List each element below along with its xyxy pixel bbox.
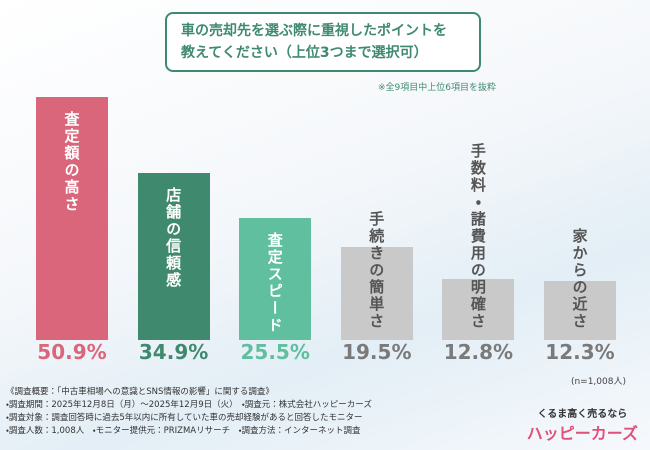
bar: [340, 246, 413, 340]
value-label: 34.9%: [138, 340, 209, 364]
bar: [239, 218, 312, 340]
survey-line: ・調査対象：調査回答時に過去5年以内に所有していた車の売却経験があると回答したモ…: [6, 413, 363, 423]
title-line: 教えてください（上位3つまで選択可）: [181, 45, 428, 61]
value-label: 25.5%: [240, 340, 310, 364]
survey: 《調査概要：「中古車相場への意識とSNS情報の影響」に関する調査》 ・調査期間：…: [6, 386, 372, 438]
logo-tagline: くるま高く売るなら: [537, 409, 628, 420]
survey-line: ・調査期間：2025年12月8日（月）～2025年12月9日（火） ・調査元：株…: [6, 400, 372, 410]
survey-line: ・調査人数：1,008人 ・モニター提供元：PRIZMAリサーチ ・調査方法：イ…: [6, 426, 361, 436]
note: ※全9項目中上位6項目を抜粋: [378, 83, 496, 93]
bar: [442, 278, 515, 340]
category-label: 査定スピード: [265, 232, 284, 335]
bar: [137, 173, 210, 340]
value-label: 12.8%: [443, 340, 514, 364]
title-line: 車の売却先を選ぶ際に重視したポイントを: [181, 23, 447, 39]
value-label: 19.5%: [342, 340, 412, 364]
sample-size: (n=1,008人): [570, 377, 626, 387]
bar: [36, 96, 108, 340]
survey-heading: 《調査概要：「中古車相場への意識とSNS情報の影響」に関する調査》: [6, 387, 274, 397]
category-label: 手続きの簡単さ: [367, 211, 386, 330]
logo: くるま高く売るなら ハッピーカーズ: [527, 405, 638, 444]
bar: [544, 281, 616, 340]
title-box: 車の売却先を選ぶ際に重視したポイントを 教えてください（上位3つまで選択可）: [165, 12, 481, 72]
logo-name: ハッピーカーズ: [526, 424, 638, 443]
value-label: 50.9%: [37, 340, 107, 364]
category-label: 査定額の高さ: [62, 110, 81, 213]
category-label: 手数料・諸費用の明確さ: [468, 143, 487, 330]
category-label: 店舗の信頼感: [164, 187, 183, 290]
category-label: 家からの近さ: [570, 228, 589, 330]
value-label: 12.3%: [545, 340, 615, 364]
